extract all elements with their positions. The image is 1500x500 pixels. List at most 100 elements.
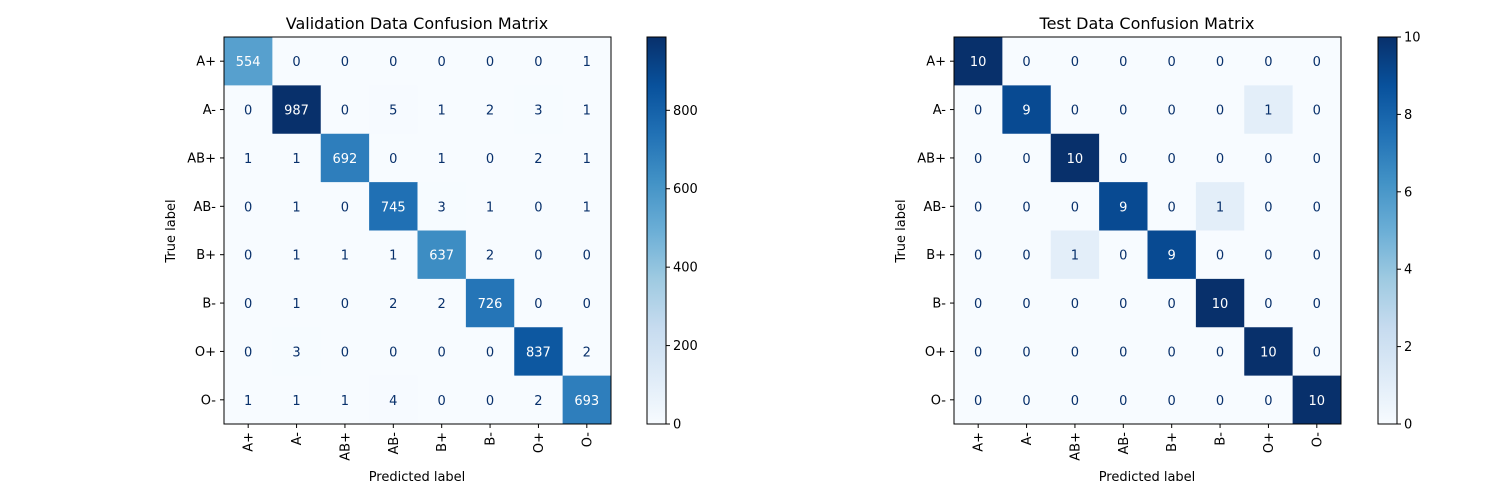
cell-value-label: 0 <box>583 297 591 312</box>
heatmap-cell <box>1002 182 1052 231</box>
heatmap-cell <box>1099 327 1148 377</box>
cell-value-label: 0 <box>534 200 542 215</box>
cell-value-label: 9 <box>1119 200 1127 215</box>
test-colorbar: 0 2 4 6 8 10 <box>1377 31 1421 433</box>
heatmap-cell <box>1147 37 1197 86</box>
heatmap-cell <box>1195 230 1245 280</box>
heatmap-cell <box>369 375 418 425</box>
cell-value-label: 10 <box>970 55 987 70</box>
cell-value-label: 0 <box>438 394 446 409</box>
cell-value-label: 0 <box>1168 200 1176 215</box>
cell-value-label: 0 <box>341 297 349 312</box>
cell-value-label: 1 <box>292 152 300 167</box>
heatmap-cell <box>417 37 467 86</box>
heatmap-cell <box>1147 85 1197 135</box>
cell-value-label: 0 <box>1264 200 1272 215</box>
colorbar-tick-label: 600 <box>673 182 698 197</box>
validation-plot-frame <box>223 36 612 425</box>
cell-value-label: 0 <box>1313 152 1321 167</box>
test-y-tick-labels: A+ A- AB+ AB- B+ B- O+ O- <box>917 55 954 408</box>
heatmap-cell <box>514 182 564 231</box>
y-tick-label: A+ <box>926 55 946 70</box>
cell-value-label: 0 <box>1216 249 1224 264</box>
validation-y-axis-label: True label <box>164 199 179 263</box>
x-tick-label: AB- <box>387 432 402 455</box>
heatmap-cell <box>1099 133 1148 183</box>
heatmap-cell <box>369 133 418 183</box>
y-tick-label: O- <box>201 393 217 408</box>
heatmap-cell <box>562 230 612 280</box>
cell-value-label: 0 <box>1071 200 1079 215</box>
cell-value-label: 0 <box>1216 104 1224 119</box>
heatmap-cell <box>320 327 370 377</box>
heatmap-cell <box>272 230 322 280</box>
x-tick-label: A- <box>1020 432 1035 446</box>
heatmap-cell <box>514 230 564 280</box>
x-tick-label: B+ <box>435 432 450 452</box>
heatmap-cell <box>1292 182 1342 231</box>
x-tick-label: AB+ <box>338 432 353 461</box>
heatmap-cell <box>272 375 322 425</box>
cell-value-label: 0 <box>1313 345 1321 360</box>
heatmap-cell <box>1195 375 1245 425</box>
cell-value-label: 0 <box>486 152 494 167</box>
heatmap-cell <box>1244 182 1294 231</box>
test-y-axis-label: True label <box>894 199 909 263</box>
heatmap-cell <box>1244 327 1294 377</box>
cell-value-label: 5 <box>389 104 397 119</box>
heatmap-cell <box>514 278 564 328</box>
y-tick-label: A- <box>933 103 947 118</box>
y-tick-label: B- <box>202 297 216 312</box>
heatmap-cell <box>954 37 1003 86</box>
cell-value-label: 0 <box>1216 152 1224 167</box>
cell-value-label: 0 <box>1216 55 1224 70</box>
validation-heatmap-cells: 554 0 0 0 0 0 0 1 0 987 0 5 1 2 3 1 1 1 692 0 1 0 2 1 0 1 0 745 3 1 0 1… <box>224 37 612 425</box>
y-tick-label: B+ <box>926 248 946 263</box>
cell-value-label: 0 <box>1216 345 1224 360</box>
heatmap-cell <box>417 230 467 280</box>
x-tick-label: A+ <box>972 432 987 452</box>
cell-value-label: 0 <box>1264 152 1272 167</box>
y-tick-label: B+ <box>196 248 216 263</box>
cell-value-label: 1 <box>292 249 300 264</box>
y-tick-label: B- <box>932 297 946 312</box>
cell-value-label: 9 <box>1168 249 1176 264</box>
y-tick-label: AB- <box>193 200 216 215</box>
heatmap-cell <box>224 375 273 425</box>
heatmap-cell <box>562 182 612 231</box>
heatmap-cell <box>514 327 564 377</box>
cell-value-label: 1 <box>292 394 300 409</box>
heatmap-cell <box>417 133 467 183</box>
heatmap-cell <box>369 182 418 231</box>
cell-value-label: 0 <box>1119 345 1127 360</box>
cell-value-label: 0 <box>974 200 982 215</box>
y-tick-label: O+ <box>925 345 946 360</box>
test-heatmap-cells: 10 0 0 0 0 0 0 00 9 0 0 0 0 1 00 0 10 0 0 0 0 00 0 0 9 0 1 0 00 0 1 0 9 0… <box>954 37 1342 425</box>
cell-value-label: 0 <box>1264 297 1272 312</box>
colorbar-tick-label: 0 <box>673 418 681 433</box>
cell-value-label: 0 <box>1313 249 1321 264</box>
cell-value-label: 0 <box>1168 297 1176 312</box>
colorbar-tick-label: 6 <box>1404 185 1412 200</box>
heatmap-cell <box>465 182 515 231</box>
cell-value-label: 0 <box>1119 152 1127 167</box>
heatmap-cell <box>272 85 322 135</box>
test-chart-title: Test Data Confusion Matrix <box>1039 14 1255 33</box>
cell-value-label: 0 <box>1022 297 1030 312</box>
heatmap-cell <box>1195 133 1245 183</box>
heatmap-cell <box>272 327 322 377</box>
cell-value-label: 0 <box>974 394 982 409</box>
heatmap-cell <box>465 278 515 328</box>
cell-value-label: 0 <box>1119 249 1127 264</box>
heatmap-cell <box>1099 37 1148 86</box>
heatmap-cell <box>417 327 467 377</box>
cell-value-label: 1 <box>341 249 349 264</box>
colorbar-tick-label: 2 <box>1404 340 1412 355</box>
heatmap-cell <box>1292 230 1342 280</box>
test-colorbar-ticks: 0 2 4 6 8 10 <box>1397 31 1421 433</box>
heatmap-cell <box>1002 375 1052 425</box>
cell-value-label: 2 <box>534 394 542 409</box>
cell-value-label: 745 <box>381 200 406 215</box>
heatmap-cell <box>320 37 370 86</box>
cell-value-label: 2 <box>534 152 542 167</box>
